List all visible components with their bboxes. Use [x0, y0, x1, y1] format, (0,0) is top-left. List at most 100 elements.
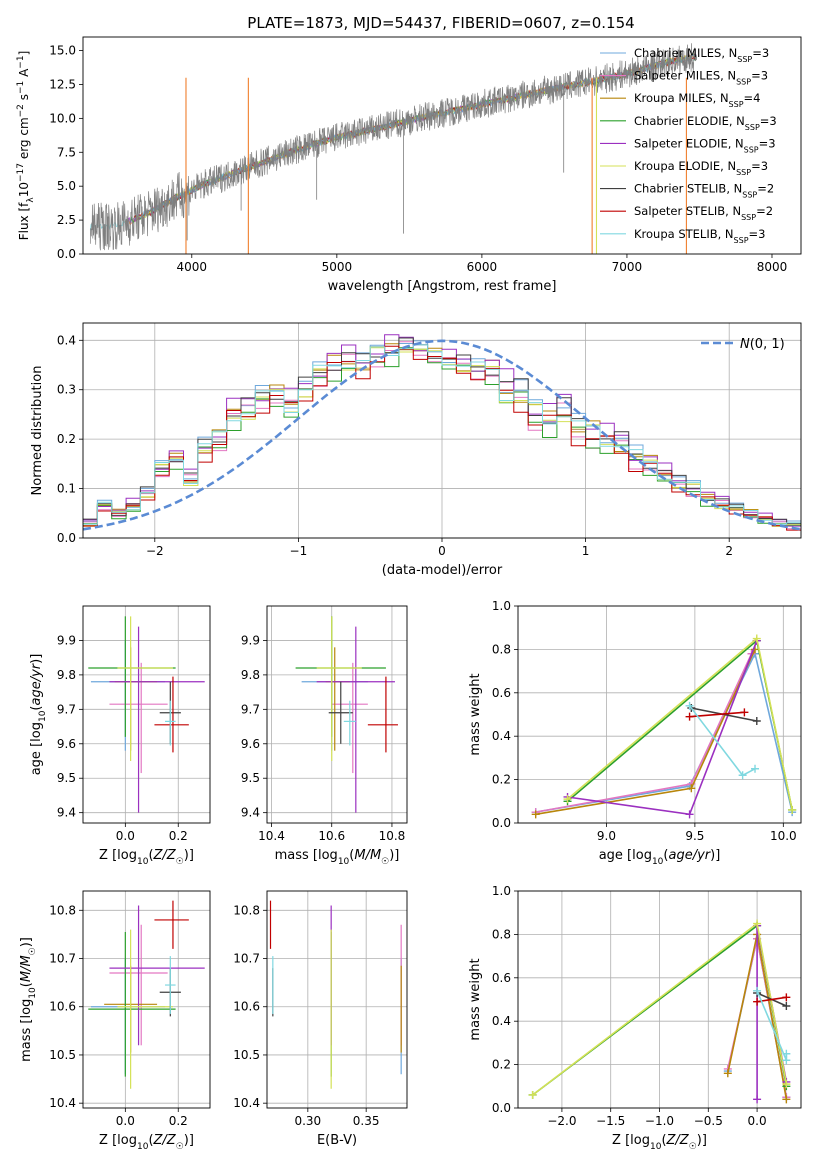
legend-label: Salpeter MILES, NSSP=3 [634, 69, 768, 87]
y-tick-label: 10.7 [49, 952, 76, 966]
x-tick-label: 0.2 [169, 829, 188, 843]
legend-label: Kroupa ELODIE, NSSP=3 [634, 159, 768, 177]
x-axis-label-part: ( [661, 1133, 666, 1148]
y-tick-label: 9.6 [57, 737, 76, 751]
x-tick-label: −1.0 [645, 1114, 674, 1128]
panel-spectrum: 4000 5000 6000 7000 8000 0.0 2.5 5.0 7.5 10.0 12.5… [16, 36, 802, 294]
x-tick-label: 0.0 [116, 1114, 135, 1128]
y-tick-label: 10.6 [49, 1000, 76, 1014]
y-tick-label: 2.5 [57, 213, 76, 227]
x-tick-label: 10.6 [318, 829, 345, 843]
y-axis-label: Normed distribution [30, 366, 45, 496]
y-axis-label-part: ( [19, 982, 34, 987]
x-axis-label-part: Z [log [612, 1133, 650, 1148]
weight-marker [528, 1090, 537, 1099]
x-axis-label-part: 10 [137, 857, 149, 867]
x-axis-label-part: E(B-V) [317, 1133, 357, 1148]
legend-label-sub: SSP [734, 235, 749, 244]
weight-line [566, 637, 793, 811]
y-axis-label-part: 10 [17, 182, 31, 197]
x-axis-label-part: M/M [354, 848, 381, 863]
y-tick-label: 9.8 [241, 668, 260, 682]
x-tick-label: 9.5 [685, 829, 704, 843]
x-axis-label-part: 10 [650, 1142, 662, 1152]
legend-label-sub: SSP [737, 55, 752, 64]
y-axis-label-part: M/M [19, 955, 34, 982]
y-axis-label-part: mass weight [468, 958, 483, 1040]
legend-label-name: Salpeter STELIB, N [634, 204, 741, 218]
y-tick-label: 0.0 [57, 247, 76, 261]
spectrum-lines [89, 43, 697, 254]
x-axis-label-part: ☉ [176, 1142, 184, 1152]
y-tick-label: 9.9 [241, 633, 260, 647]
x-tick-label: −1 [290, 544, 308, 558]
y-tick-label: 0.1 [57, 482, 76, 496]
legend-label-count: =3 [751, 159, 768, 173]
x-axis-label-part: age/yr [668, 848, 711, 863]
weight-marker [685, 810, 694, 819]
x-tick-label: −0.5 [694, 1114, 723, 1128]
legend-label-count: =3 [760, 114, 777, 128]
errorbars [88, 616, 205, 813]
x-tick-label: 10.4 [258, 829, 285, 843]
legend-label-name: Salpeter MILES, N [634, 69, 736, 83]
x-axis-label-part: ☉ [381, 857, 389, 867]
y-tick-label: 9.7 [57, 702, 76, 716]
x-tick-label: 1 [582, 544, 590, 558]
y-tick-label: 0.8 [492, 927, 511, 941]
model-spectrum-line [124, 55, 697, 226]
legend-label-count: =3 [752, 46, 769, 60]
x-tick-label: 4000 [177, 260, 208, 274]
x-axis-label-part: Z [log [99, 848, 137, 863]
axes-frame [82, 605, 211, 824]
legend-label: Kroupa MILES, NSSP=4 [634, 91, 760, 109]
x-axis-label-part: Z/Z [666, 1133, 690, 1148]
legend-label-count: =2 [756, 204, 773, 218]
y-tick-label: 10.4 [233, 1096, 260, 1110]
x-tick-label: 10.8 [379, 829, 406, 843]
legend-label-name: Kroupa STELIB, N [634, 227, 734, 241]
y-tick-label: 0.3 [57, 383, 76, 397]
panel-residuals: −2 −1 0 1 2 0.0 0.1 0.2 0.3 0.4 (data-model)/error… [30, 322, 802, 578]
y-tick-label: 0.0 [492, 816, 511, 830]
x-tick-label: 10.0 [770, 829, 797, 843]
x-tick-label: 0.30 [294, 1114, 321, 1128]
legend-label-sub: SSP [729, 100, 744, 109]
legend-label: Kroupa STELIB, NSSP=3 [634, 227, 765, 245]
y-axis-label-part: ☉ [28, 947, 38, 955]
weight-marker [685, 712, 694, 721]
x-tick-label: −2.0 [547, 1114, 576, 1128]
y-tick-label: 10.8 [49, 903, 76, 917]
weight-marker [782, 1002, 791, 1011]
x-axis-label: mass [log10(M/M☉)] [275, 848, 400, 867]
y-axis-label-part: mass [log [19, 999, 34, 1062]
legend-label-sub: SSP [736, 168, 751, 177]
x-axis-label: E(B-V) [317, 1133, 357, 1148]
weight-marker [752, 717, 761, 726]
axes-frame [517, 890, 802, 1109]
x-tick-label: 5000 [322, 260, 353, 274]
panel-mass-age: 10.4 10.6 10.8 9.4 9.5 9.6 9.7 9.8 9.9 mass [log1… [241, 605, 408, 867]
x-axis-label: (data-model)/error [382, 563, 503, 578]
legend-label-n: N [740, 337, 750, 352]
y-tick-label: 0.2 [492, 773, 511, 787]
legend-label-sub: SSP [736, 77, 751, 86]
legend-label-count: =4 [744, 91, 761, 105]
panel-z-weight: −2.0 −1.5 −1.0 −0.5 0.0 0.0 0.2 0.4 0.6 0.8 1.0 Z [… [468, 884, 802, 1152]
weight-lines [528, 919, 791, 1104]
y-tick-label: 0.6 [492, 686, 511, 700]
y-tick-label: 10.4 [49, 1096, 76, 1110]
x-axis-label-part: ( [349, 848, 354, 863]
x-axis-label-part: 10 [338, 857, 350, 867]
legend-label-name: Chabrier ELODIE, N [634, 114, 745, 128]
errorbars [295, 616, 398, 813]
x-axis-label-part: Z [log [99, 1133, 137, 1148]
y-axis-label-part: )] [29, 654, 44, 664]
weight-marker [685, 701, 694, 710]
x-axis-label: Z [log10(Z/Z☉)] [99, 848, 194, 867]
weight-marker [782, 1080, 791, 1089]
x-tick-label: 2 [725, 544, 733, 558]
x-axis-label-part: ☉ [176, 857, 184, 867]
x-axis-label-part: ( [663, 848, 668, 863]
